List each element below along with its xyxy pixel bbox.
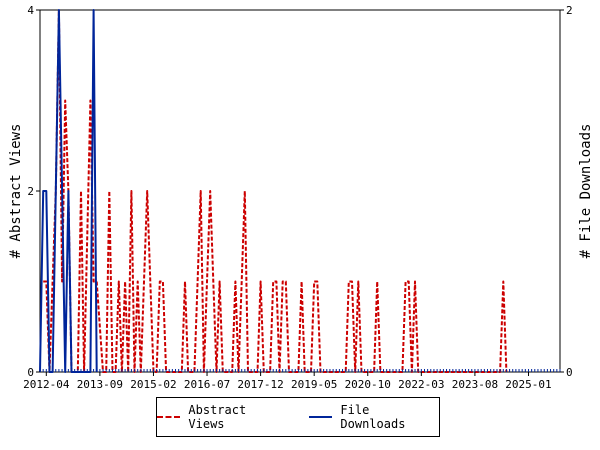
left-y-axis-title: # Abstract Views bbox=[8, 124, 24, 259]
x-tick-label: 2017-12 bbox=[237, 378, 283, 391]
right-y-axis-ticks: 02 bbox=[560, 4, 573, 379]
x-tick-label: 2020-10 bbox=[345, 378, 391, 391]
left-y-tick-label: 0 bbox=[27, 366, 34, 379]
right-y-tick-label: 2 bbox=[566, 4, 573, 17]
right-y-tick-label: 0 bbox=[566, 366, 573, 379]
legend-label-abstract-views: Abstract Views bbox=[188, 403, 247, 431]
legend-item-file-downloads: File Downloads bbox=[309, 403, 439, 431]
legend-swatch-file-downloads bbox=[309, 416, 333, 418]
x-tick-label: 2023-08 bbox=[452, 378, 498, 391]
left-y-tick-label: 4 bbox=[27, 4, 34, 17]
x-tick-label: 2019-05 bbox=[291, 378, 337, 391]
series-line-abstract-views bbox=[43, 9, 508, 373]
legend-swatch-abstract-views bbox=[157, 416, 181, 418]
legend-item-abstract-views: Abstract Views bbox=[157, 403, 287, 431]
left-y-axis-ticks: 0 2 4 bbox=[27, 4, 40, 379]
x-tick-label: 2013-09 bbox=[77, 378, 123, 391]
right-y-axis-title: # File Downloads bbox=[578, 124, 594, 259]
legend: Abstract Views File Downloads bbox=[156, 397, 440, 437]
legend-label-file-downloads: File Downloads bbox=[340, 403, 406, 431]
left-y-tick-label: 2 bbox=[27, 185, 34, 198]
series-layer bbox=[39, 9, 508, 373]
x-tick-label: 2015-02 bbox=[130, 378, 176, 391]
x-tick-label: 2012-04 bbox=[23, 378, 70, 391]
x-axis-ticks: 2012-04 2013-09 2015-02 2016-07 2017-12 2019-… bbox=[23, 369, 561, 391]
x-tick-label: 2016-07 bbox=[184, 378, 230, 391]
x-tick-label: 2025-01 bbox=[505, 378, 551, 391]
x-tick-label: 2022-03 bbox=[398, 378, 444, 391]
